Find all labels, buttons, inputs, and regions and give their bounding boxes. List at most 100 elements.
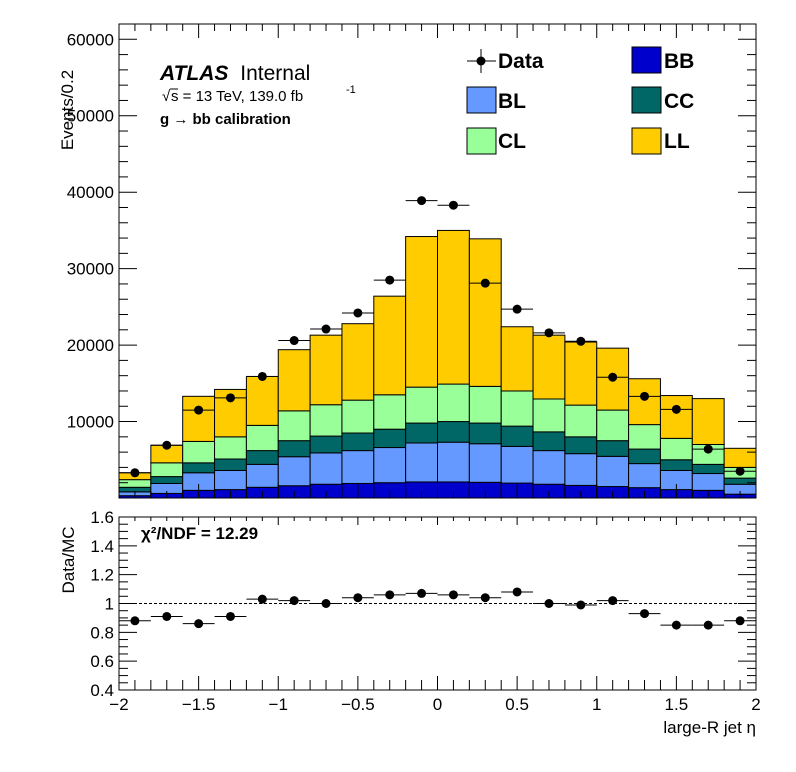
- x-tick-label: −2: [109, 695, 128, 714]
- ratio-point: [692, 620, 725, 630]
- stack-bar-cl: [118, 479, 152, 488]
- stack-bar-cl: [628, 424, 661, 450]
- legend-item-ll: LL: [631, 127, 690, 155]
- data-point: [278, 336, 311, 346]
- stack-bar-cc: [564, 436, 598, 455]
- stack-bar-bl: [214, 469, 247, 491]
- ratio-points: [119, 587, 756, 630]
- ratio-y-tick-label: 1: [105, 595, 114, 614]
- data-point: [119, 468, 151, 478]
- stack-bar-cc: [723, 477, 757, 485]
- data-point: [564, 336, 597, 346]
- bottom-panel-ticks: [118, 516, 757, 691]
- data-point: [533, 328, 565, 338]
- ratio-point: [373, 590, 406, 600]
- x-tick-labels: −2 −1.5 −1 −0.5 0 0.5 1 1.5 2: [109, 695, 760, 714]
- stack-bar-bl: [277, 456, 311, 487]
- ratio-point: [119, 616, 151, 626]
- stack-bar-bl: [309, 452, 343, 485]
- legend: Data BB BL CC CL LL: [466, 46, 694, 155]
- x-tick-label: −1: [269, 695, 288, 714]
- x-tick-label: 0.5: [505, 695, 529, 714]
- stack-bar-cc: [596, 440, 630, 457]
- stack-bar-cc: [150, 476, 184, 484]
- svg-text:BB: BB: [664, 50, 694, 73]
- data-point: [628, 391, 661, 401]
- x-axis-label: large-R jet η: [663, 718, 756, 737]
- svg-text:Data: Data: [498, 50, 544, 73]
- stack-bar-cl: [245, 424, 279, 452]
- stack-bar-ll: [405, 236, 438, 388]
- data-point: [660, 404, 693, 414]
- data-point: [214, 393, 247, 403]
- stack-bar-cl: [564, 404, 598, 438]
- x-tick-label: −1.5: [182, 695, 216, 714]
- stack-bar-cc: [245, 450, 279, 465]
- data-point: [246, 371, 279, 381]
- stack-bar-ll: [468, 238, 502, 387]
- ratio-point: [341, 593, 374, 603]
- ratio-point: [660, 620, 693, 630]
- svg-text:CL: CL: [498, 130, 526, 153]
- stack-bar-cl: [373, 394, 407, 430]
- lumi-unit-superscript: -1: [346, 84, 356, 96]
- sqrt-symbol-icon: √: [162, 88, 171, 105]
- stack-bar-ll: [309, 334, 343, 406]
- stack-bar-ll: [437, 229, 470, 385]
- y-tick-label: 50000: [67, 107, 114, 126]
- stack-bar-bl: [341, 450, 375, 484]
- stack-bar-cl: [437, 383, 470, 423]
- stack-bar-bl: [532, 450, 566, 485]
- stack-bar-ll: [723, 447, 757, 468]
- stack-bar-ll: [277, 349, 311, 412]
- ratio-y-tick-label: 0.6: [90, 652, 114, 671]
- stack-bar-cc: [468, 422, 502, 445]
- stack-bar-ll: [691, 398, 725, 445]
- svg-text:LL: LL: [664, 130, 690, 153]
- stack-bar-cc: [277, 440, 311, 458]
- ratio-point: [310, 599, 342, 608]
- stack-bar-cc: [214, 458, 247, 471]
- stack-bar-cc: [373, 428, 407, 449]
- event-yield-panel: 10000 20000 30000 40000 50000 60000 Events/0.…: [58, 23, 757, 499]
- data-point: [469, 278, 502, 288]
- y-tick-label: 20000: [67, 336, 114, 355]
- ratio-y-tick-label: 0.4: [90, 681, 114, 700]
- stack-bar-ll: [659, 395, 693, 439]
- ratio-point: [501, 587, 534, 597]
- data-point: [501, 304, 534, 314]
- ratio-y-axis-label: Data/MC: [59, 526, 78, 593]
- data-point: [596, 372, 629, 382]
- y-tick-label: 30000: [67, 260, 114, 279]
- stack-bar-cl: [182, 440, 216, 464]
- stack-bar-cc: [500, 425, 534, 447]
- data-point: [692, 444, 725, 454]
- stack-bar-cl: [596, 409, 630, 442]
- stack-bar-bl: [628, 463, 661, 489]
- top-panel-ticks: [118, 23, 757, 499]
- stack-bar-bl: [373, 447, 407, 484]
- legend-swatch-bb: [631, 46, 662, 74]
- top-y-tick-labels: 10000 20000 30000 40000 50000 60000: [67, 30, 114, 431]
- stack-bar-cl: [468, 385, 502, 424]
- x-tick-label: 1: [592, 695, 601, 714]
- stack-bar-bl: [500, 445, 534, 484]
- data-point: [341, 308, 374, 318]
- experiment-label: ATLAS Internal: [159, 62, 310, 85]
- ratio-point: [278, 596, 311, 606]
- ratio-panel: 0.4 0.6 0.8 1 1.2 1.4 1.6 −2 −1.5 −1 −0.5 0 0.5 1 1.5…: [59, 508, 761, 737]
- x-tick-label: 2: [751, 695, 760, 714]
- stack-bar-cc: [309, 435, 343, 454]
- stack-bar-cl: [659, 437, 693, 461]
- y-tick-label: 60000: [67, 30, 114, 49]
- legend-item-data: Data: [467, 49, 544, 73]
- legend-swatch-cl: [466, 127, 497, 155]
- stack-bar-cl: [150, 462, 184, 478]
- ratio-y-tick-label: 1.4: [90, 537, 114, 556]
- x-tick-label: −0.5: [341, 695, 375, 714]
- stacked-histogram: [118, 229, 757, 499]
- stack-bar-ll: [182, 395, 216, 442]
- stack-bar-bl: [691, 473, 725, 491]
- stack-bar-cl: [214, 436, 247, 460]
